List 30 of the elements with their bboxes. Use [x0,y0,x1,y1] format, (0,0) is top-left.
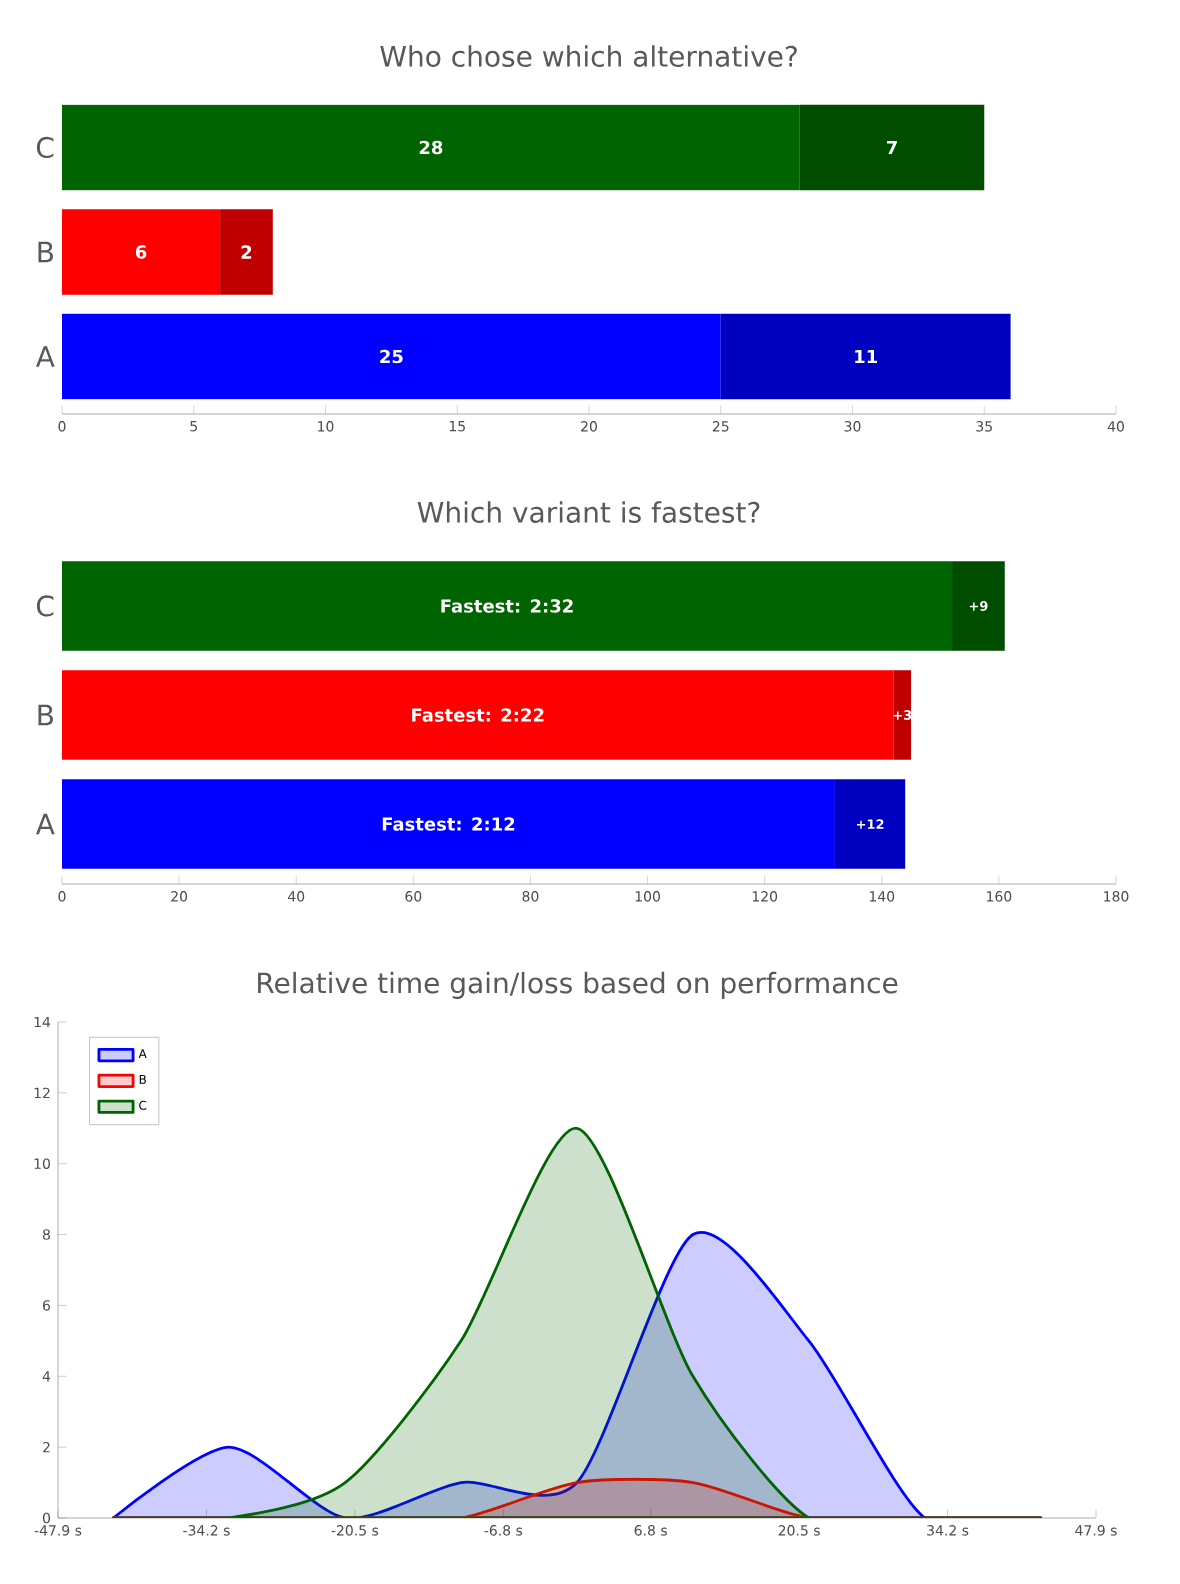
y-tick-label: B [38,704,53,726]
bar [62,209,221,295]
y-tick-label: C [36,595,54,617]
bar [220,209,273,295]
bar [62,313,721,400]
data-label: 28 [419,140,443,155]
data-label: 7 [886,140,897,155]
bar [62,670,894,760]
y-tick-label: B [38,241,53,263]
chart-title: Which variant is fastest? [417,501,760,523]
data-label: 2 [241,245,252,259]
bar [62,561,953,651]
data-label: Fastest: 2:32 [441,599,573,613]
data-label: 11 [855,349,877,364]
chart-title: Relative time gain/loss based on performance [258,971,898,999]
bar [952,561,1005,651]
data-label: Fastest: 2:12 [382,817,515,831]
bar [720,313,1011,400]
y-tick-label: A [36,813,55,835]
chart-title: Who chose which alternative? [380,45,797,67]
bar [62,779,835,869]
y-tick-label: C [36,136,54,159]
data-label: 25 [380,349,403,364]
bar [893,670,912,760]
data-label: 6 [135,245,147,259]
bar [834,779,906,869]
y-tick-label: A [36,346,55,367]
bar [62,104,800,191]
bar [799,104,985,191]
data-label: Fastest: 2:22 [412,708,544,722]
